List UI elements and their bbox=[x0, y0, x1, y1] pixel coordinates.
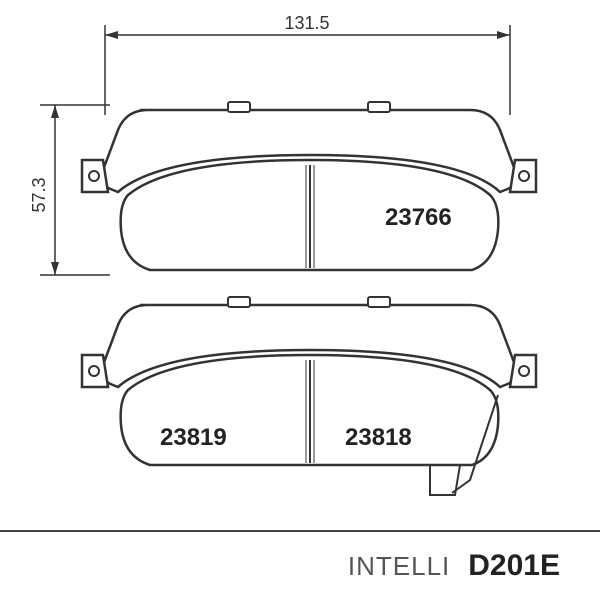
diagram-root: 131.5 57.3 bbox=[0, 0, 600, 600]
product-code: D201E bbox=[468, 549, 560, 583]
footer-bar: INTELLI D201E bbox=[0, 530, 600, 600]
brand-label: INTELLI bbox=[348, 551, 450, 582]
part-label-top: 23766 bbox=[385, 204, 452, 231]
width-dim-value: 131.5 bbox=[284, 13, 329, 33]
brake-pad-bottom: 23819 23818 bbox=[82, 297, 536, 495]
drawing-svg: 131.5 57.3 bbox=[0, 0, 600, 520]
brake-pad-top: 23766 bbox=[82, 102, 536, 270]
part-label-bottom-right: 23818 bbox=[345, 424, 412, 451]
height-dim-value: 57.3 bbox=[29, 177, 49, 212]
width-dimension: 131.5 bbox=[105, 13, 510, 115]
part-label-bottom-left: 23819 bbox=[160, 424, 227, 451]
